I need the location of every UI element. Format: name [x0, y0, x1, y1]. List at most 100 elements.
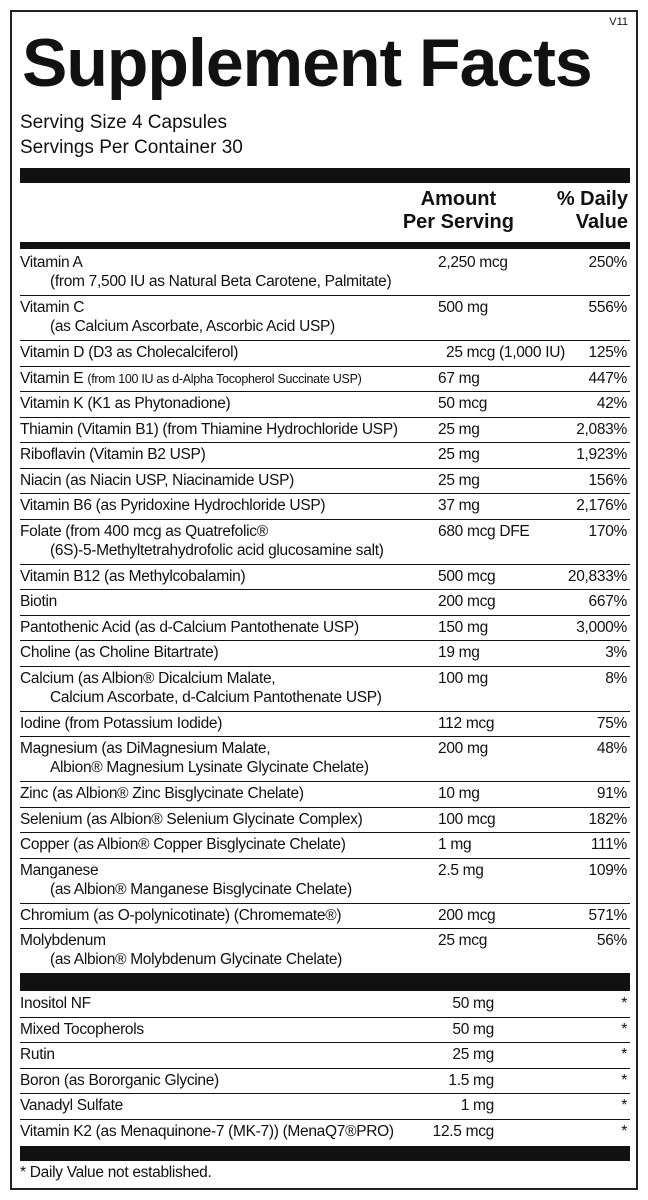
daily-value: *: [621, 1122, 627, 1140]
daily-value: 42%: [596, 395, 627, 412]
nutrient-name: Biotin: [20, 593, 57, 610]
medium-bar: [20, 242, 630, 249]
nutrient-name: Calcium (as Albion® Dicalcium Malate,: [20, 669, 276, 687]
amount: 25 mg: [452, 1046, 494, 1063]
row-rule: [20, 589, 630, 590]
daily-value: 556%: [588, 299, 628, 316]
row-rule: [20, 518, 630, 520]
daily-value: 3,000%: [576, 618, 627, 636]
row-rule: [20, 1067, 630, 1069]
row-rule: [20, 1016, 630, 1018]
amount: 19 mg: [438, 644, 480, 661]
nutrient-name: Boron (as Bororganic Glycine): [20, 1071, 219, 1089]
row-rule: [20, 928, 630, 929]
nutrient-name: Chromium (as O-polynicotinate) (Chromema…: [20, 906, 342, 924]
nutrient-name: Vitamin K2 (as Menaquinone-7 (MK-7)) (Me…: [20, 1122, 394, 1140]
nutrient-name: Pantothenic Acid (as d-Calcium Pantothen…: [20, 618, 359, 636]
row-rule: [20, 1093, 630, 1094]
row-rule: [20, 902, 630, 904]
amount: 200 mcg: [438, 593, 496, 610]
nutrient-detail: (as Calcium Ascorbate, Ascorbic Acid USP…: [50, 318, 335, 335]
amount-header-line: Amount: [420, 188, 497, 210]
amount: 680 mcg DFE: [438, 522, 530, 540]
row-rule: [20, 295, 630, 296]
row-rule: [20, 365, 630, 367]
nutrient-name: Vitamin E (from 100 IU as d-Alpha Tocoph…: [20, 369, 362, 387]
nutrient-name: Copper (as Albion® Copper Bisglycinate C…: [20, 836, 346, 853]
amount: 1 mg: [460, 1097, 495, 1114]
amount: 500 mcg: [438, 567, 496, 585]
supplement-facts-label: V11 Supplement Facts Serving Size 4 Caps…: [10, 10, 638, 1190]
daily-value: 2,176%: [576, 497, 627, 514]
nutrient-name: Folate (from 400 mcg as Quatrefolic®: [20, 522, 268, 540]
version: V11: [609, 16, 628, 28]
amount: 50 mcg: [438, 395, 488, 412]
daily-value: *: [621, 1097, 627, 1114]
amount: 112 mcg: [438, 714, 495, 732]
row-rule: [20, 710, 630, 712]
row-rule: [20, 563, 630, 565]
row-rule: [20, 416, 630, 418]
nutrient-name: Magnesium (as DiMagnesium Malate,: [20, 740, 271, 757]
nutrient-name: Riboflavin (Vitamin B2 USP): [20, 446, 206, 463]
amount: 100 mg: [438, 669, 488, 687]
thick-bar: [20, 168, 630, 183]
nutrient-name: Vitamin B12 (as Methylcobalamin): [20, 567, 246, 585]
nutrient-name: Mixed Tocopherols: [20, 1020, 144, 1038]
dv-header: % Daily Value: [557, 188, 628, 234]
row-rule: [20, 391, 630, 392]
nutrient-name: Inositol NF: [20, 995, 91, 1012]
amount: 1 mg: [438, 836, 472, 853]
footnote: * Daily Value not established.: [20, 1164, 212, 1181]
amount: 1.5 mg: [448, 1071, 494, 1089]
nutrient-name: Thiamin (Vitamin B1) (from Thiamine Hydr…: [20, 420, 398, 438]
row-rule: [20, 781, 630, 782]
nutrient-name: Vanadyl Sulfate: [20, 1097, 123, 1114]
amount: 2.5 mg: [438, 861, 484, 879]
nutrient-name: Iodine (from Potassium Iodide): [20, 714, 223, 732]
dv-header-line: % Daily: [556, 188, 628, 210]
daily-value: 156%: [588, 471, 628, 489]
nutrient-name: Vitamin D (D3 as Cholecalciferol): [20, 344, 239, 361]
nutrient-detail: Calcium Ascorbate, d-Calcium Pantothenat…: [50, 688, 382, 706]
daily-value: 8%: [605, 669, 627, 687]
nutrient-detail: (as Albion® Molybdenum Glycinate Chelate…: [50, 951, 343, 968]
row-rule: [20, 340, 630, 341]
amount: 100 mcg: [438, 810, 496, 828]
amount: 200 mcg: [438, 906, 496, 924]
daily-value: 91%: [596, 785, 627, 802]
title: Supplement Facts: [22, 25, 593, 101]
row-rule: [20, 467, 630, 469]
amount: 25 mg: [438, 446, 480, 463]
daily-value: 125%: [588, 344, 628, 361]
daily-value: *: [621, 1071, 627, 1089]
row-rule: [20, 1118, 630, 1120]
amount: 25 mg: [438, 420, 480, 438]
daily-value: 56%: [596, 932, 627, 949]
amount: 37 mg: [438, 497, 480, 514]
amount: 200 mg: [438, 740, 488, 757]
dv-header-line: Value: [575, 211, 628, 233]
daily-value: 447%: [588, 369, 628, 387]
daily-value: 1,923%: [576, 446, 627, 463]
nutrient-name: Selenium (as Albion® Selenium Glycinate …: [20, 810, 363, 828]
amount: 150 mg: [438, 618, 488, 636]
nutrient-detail: (from 7,500 IU as Natural Beta Carotene,…: [50, 273, 392, 290]
row-rule: [20, 614, 630, 616]
name-note: (from 100 IU as d-Alpha Tocopherol Succi…: [87, 371, 362, 386]
row-rule: [20, 1042, 630, 1043]
row-rule: [20, 857, 630, 859]
amount: 25 mcg (1,000 IU): [446, 344, 565, 361]
amount-header-line: Per Serving: [402, 211, 514, 233]
row-rule: [20, 442, 630, 443]
thick-bar: [20, 1146, 630, 1161]
daily-value: 111%: [590, 836, 627, 853]
nutrient-detail: (6S)-5-Methyltetrahydrofolic acid glucos…: [50, 541, 384, 559]
row-rule: [20, 736, 630, 737]
daily-value: 48%: [596, 740, 627, 757]
daily-value: 250%: [588, 254, 628, 271]
amount: 50 mg: [452, 995, 494, 1012]
daily-value: 3%: [605, 644, 627, 661]
nutrient-name: Vitamin A: [20, 254, 83, 271]
